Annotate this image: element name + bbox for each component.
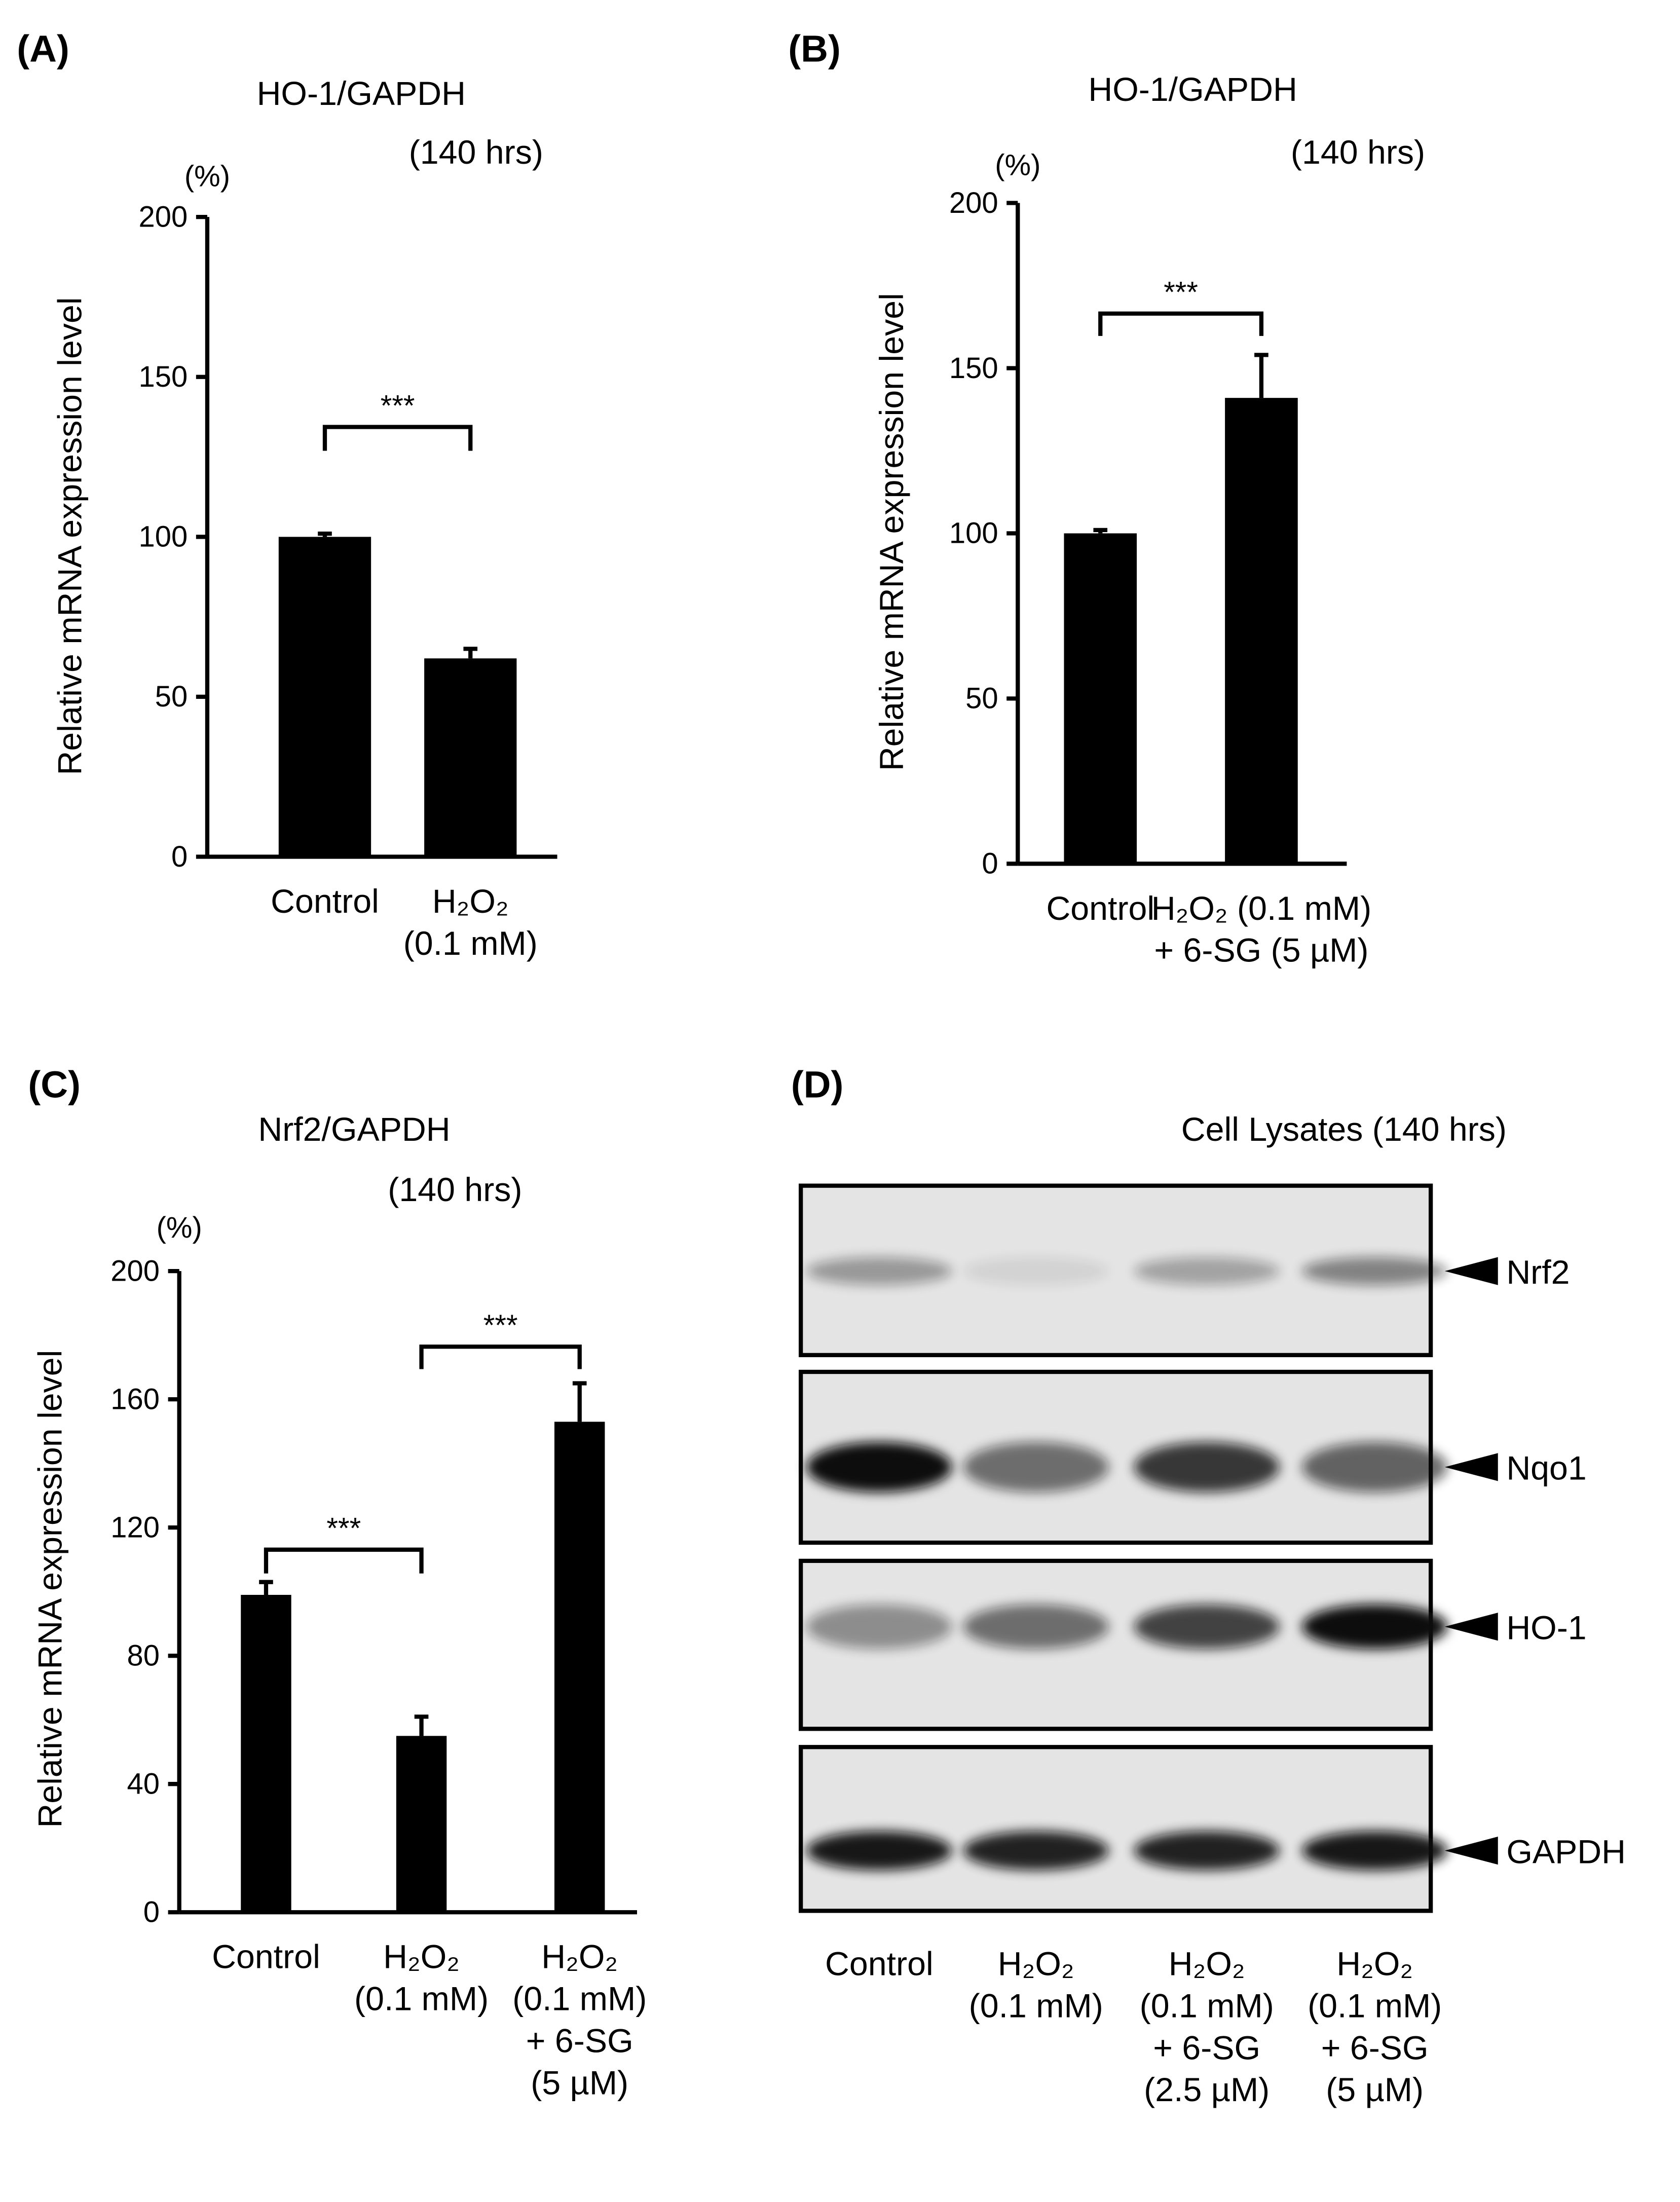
band <box>1302 1442 1448 1492</box>
y-tick-label: 200 <box>139 200 188 233</box>
band <box>806 1604 952 1649</box>
error-bar <box>572 1381 587 1422</box>
band <box>806 1831 952 1871</box>
significance-bracket <box>322 425 473 451</box>
panel-label: (D) <box>791 1063 844 1106</box>
band <box>806 1442 952 1492</box>
blot-lane-label: Control <box>825 1946 934 1983</box>
y-tick-label: 40 <box>127 1768 160 1801</box>
band <box>1134 1604 1280 1649</box>
significance-bracket <box>419 1345 582 1369</box>
chart-title: HO-1/GAPDH <box>257 75 466 113</box>
blot-lane-label: H₂O₂ (0.1 mM) <box>969 1946 1103 2025</box>
x-tick-label: H₂O₂ (0.1 mM) + 6-SG (5 µM) <box>1151 890 1371 969</box>
band <box>1134 1442 1280 1492</box>
error-bar <box>463 647 478 659</box>
y-unit: (%) <box>995 148 1040 181</box>
blot-box <box>799 1745 1433 1913</box>
y-tick-label: 200 <box>949 186 998 219</box>
significance-label: *** <box>326 1512 361 1545</box>
x-tick-label: Control <box>1046 890 1154 927</box>
arrowhead <box>1444 1837 1498 1865</box>
bar <box>241 1594 291 1913</box>
y-tick-label: 150 <box>949 352 998 385</box>
panel-label: (C) <box>28 1063 81 1106</box>
band <box>1302 1831 1448 1871</box>
error-bar <box>259 1580 273 1595</box>
chart-title: Nrf2/GAPDH <box>258 1111 450 1148</box>
band <box>963 1257 1109 1285</box>
band <box>963 1604 1109 1649</box>
bar <box>278 537 371 857</box>
y-axis-label: Relative mRNA expression level <box>873 293 911 771</box>
x-tick-label: Control <box>271 883 379 920</box>
bar <box>424 658 517 857</box>
chart-subtitle: (140 hrs) <box>388 1171 522 1209</box>
error-bar <box>318 531 332 537</box>
y-tick-label: 0 <box>982 847 998 880</box>
blot-lane-label: H₂O₂ (0.1 mM) + 6-SG (2.5 µM) <box>1140 1946 1274 2109</box>
y-tick-label: 100 <box>949 517 998 550</box>
significance-bracket <box>264 1547 424 1574</box>
y-unit: (%) <box>184 160 230 193</box>
panel-label: (B) <box>788 27 841 70</box>
blot-title: Cell Lysates (140 hrs) <box>1181 1111 1507 1148</box>
y-tick-label: 150 <box>139 360 188 393</box>
chart-subtitle: (140 hrs) <box>1291 134 1425 171</box>
y-tick-label: 120 <box>110 1511 160 1544</box>
band <box>1134 1831 1280 1871</box>
significance-label: *** <box>483 1309 518 1342</box>
blot-row-label: GAPDH <box>1506 1834 1626 1871</box>
x-tick-label: H₂O₂ (0.1 mM) <box>403 883 538 962</box>
y-tick-label: 200 <box>110 1254 160 1287</box>
band <box>1302 1604 1448 1649</box>
y-axis-label: Relative mRNA expression level <box>51 297 89 775</box>
band <box>806 1257 952 1285</box>
bar <box>1064 533 1137 864</box>
error-bar <box>414 1714 429 1736</box>
band <box>1302 1257 1448 1285</box>
significance-label: *** <box>1164 276 1198 309</box>
bar <box>396 1736 447 1913</box>
blot-row-label: Nrf2 <box>1506 1254 1570 1291</box>
significance-bracket <box>1098 311 1264 336</box>
arrowhead <box>1444 1613 1498 1641</box>
band <box>963 1442 1109 1492</box>
arrowhead <box>1444 1257 1498 1285</box>
x-tick-label: H₂O₂ (0.1 mM) + 6-SG (5 µM) <box>512 1938 647 2102</box>
chart-title: HO-1/GAPDH <box>1088 71 1297 108</box>
y-tick-label: 50 <box>965 682 998 715</box>
arrowhead <box>1444 1453 1498 1481</box>
x-tick-label: Control <box>212 1938 320 1976</box>
bar <box>554 1422 605 1913</box>
y-tick-label: 0 <box>143 1896 160 1929</box>
error-bar <box>1093 528 1108 534</box>
chart-subtitle: (140 hrs) <box>409 134 543 171</box>
y-axis-label: Relative mRNA expression level <box>32 1350 69 1828</box>
panel-label: (A) <box>17 27 69 70</box>
y-unit: (%) <box>157 1211 202 1244</box>
bar <box>1225 398 1298 864</box>
band <box>1134 1257 1280 1285</box>
y-tick-label: 50 <box>155 680 188 713</box>
band <box>963 1831 1109 1871</box>
y-tick-label: 160 <box>110 1383 160 1415</box>
y-tick-label: 100 <box>139 520 188 553</box>
blot-row-label: HO-1 <box>1506 1610 1586 1647</box>
y-tick-label: 80 <box>127 1639 160 1672</box>
significance-label: *** <box>381 389 415 422</box>
blot-lane-label: H₂O₂ (0.1 mM) + 6-SG (5 µM) <box>1308 1946 1442 2109</box>
y-tick-label: 0 <box>171 840 188 873</box>
blot-row-label: Nqo1 <box>1506 1450 1586 1487</box>
x-tick-label: H₂O₂ (0.1 mM) <box>354 1938 489 2018</box>
error-bar <box>1254 353 1268 398</box>
